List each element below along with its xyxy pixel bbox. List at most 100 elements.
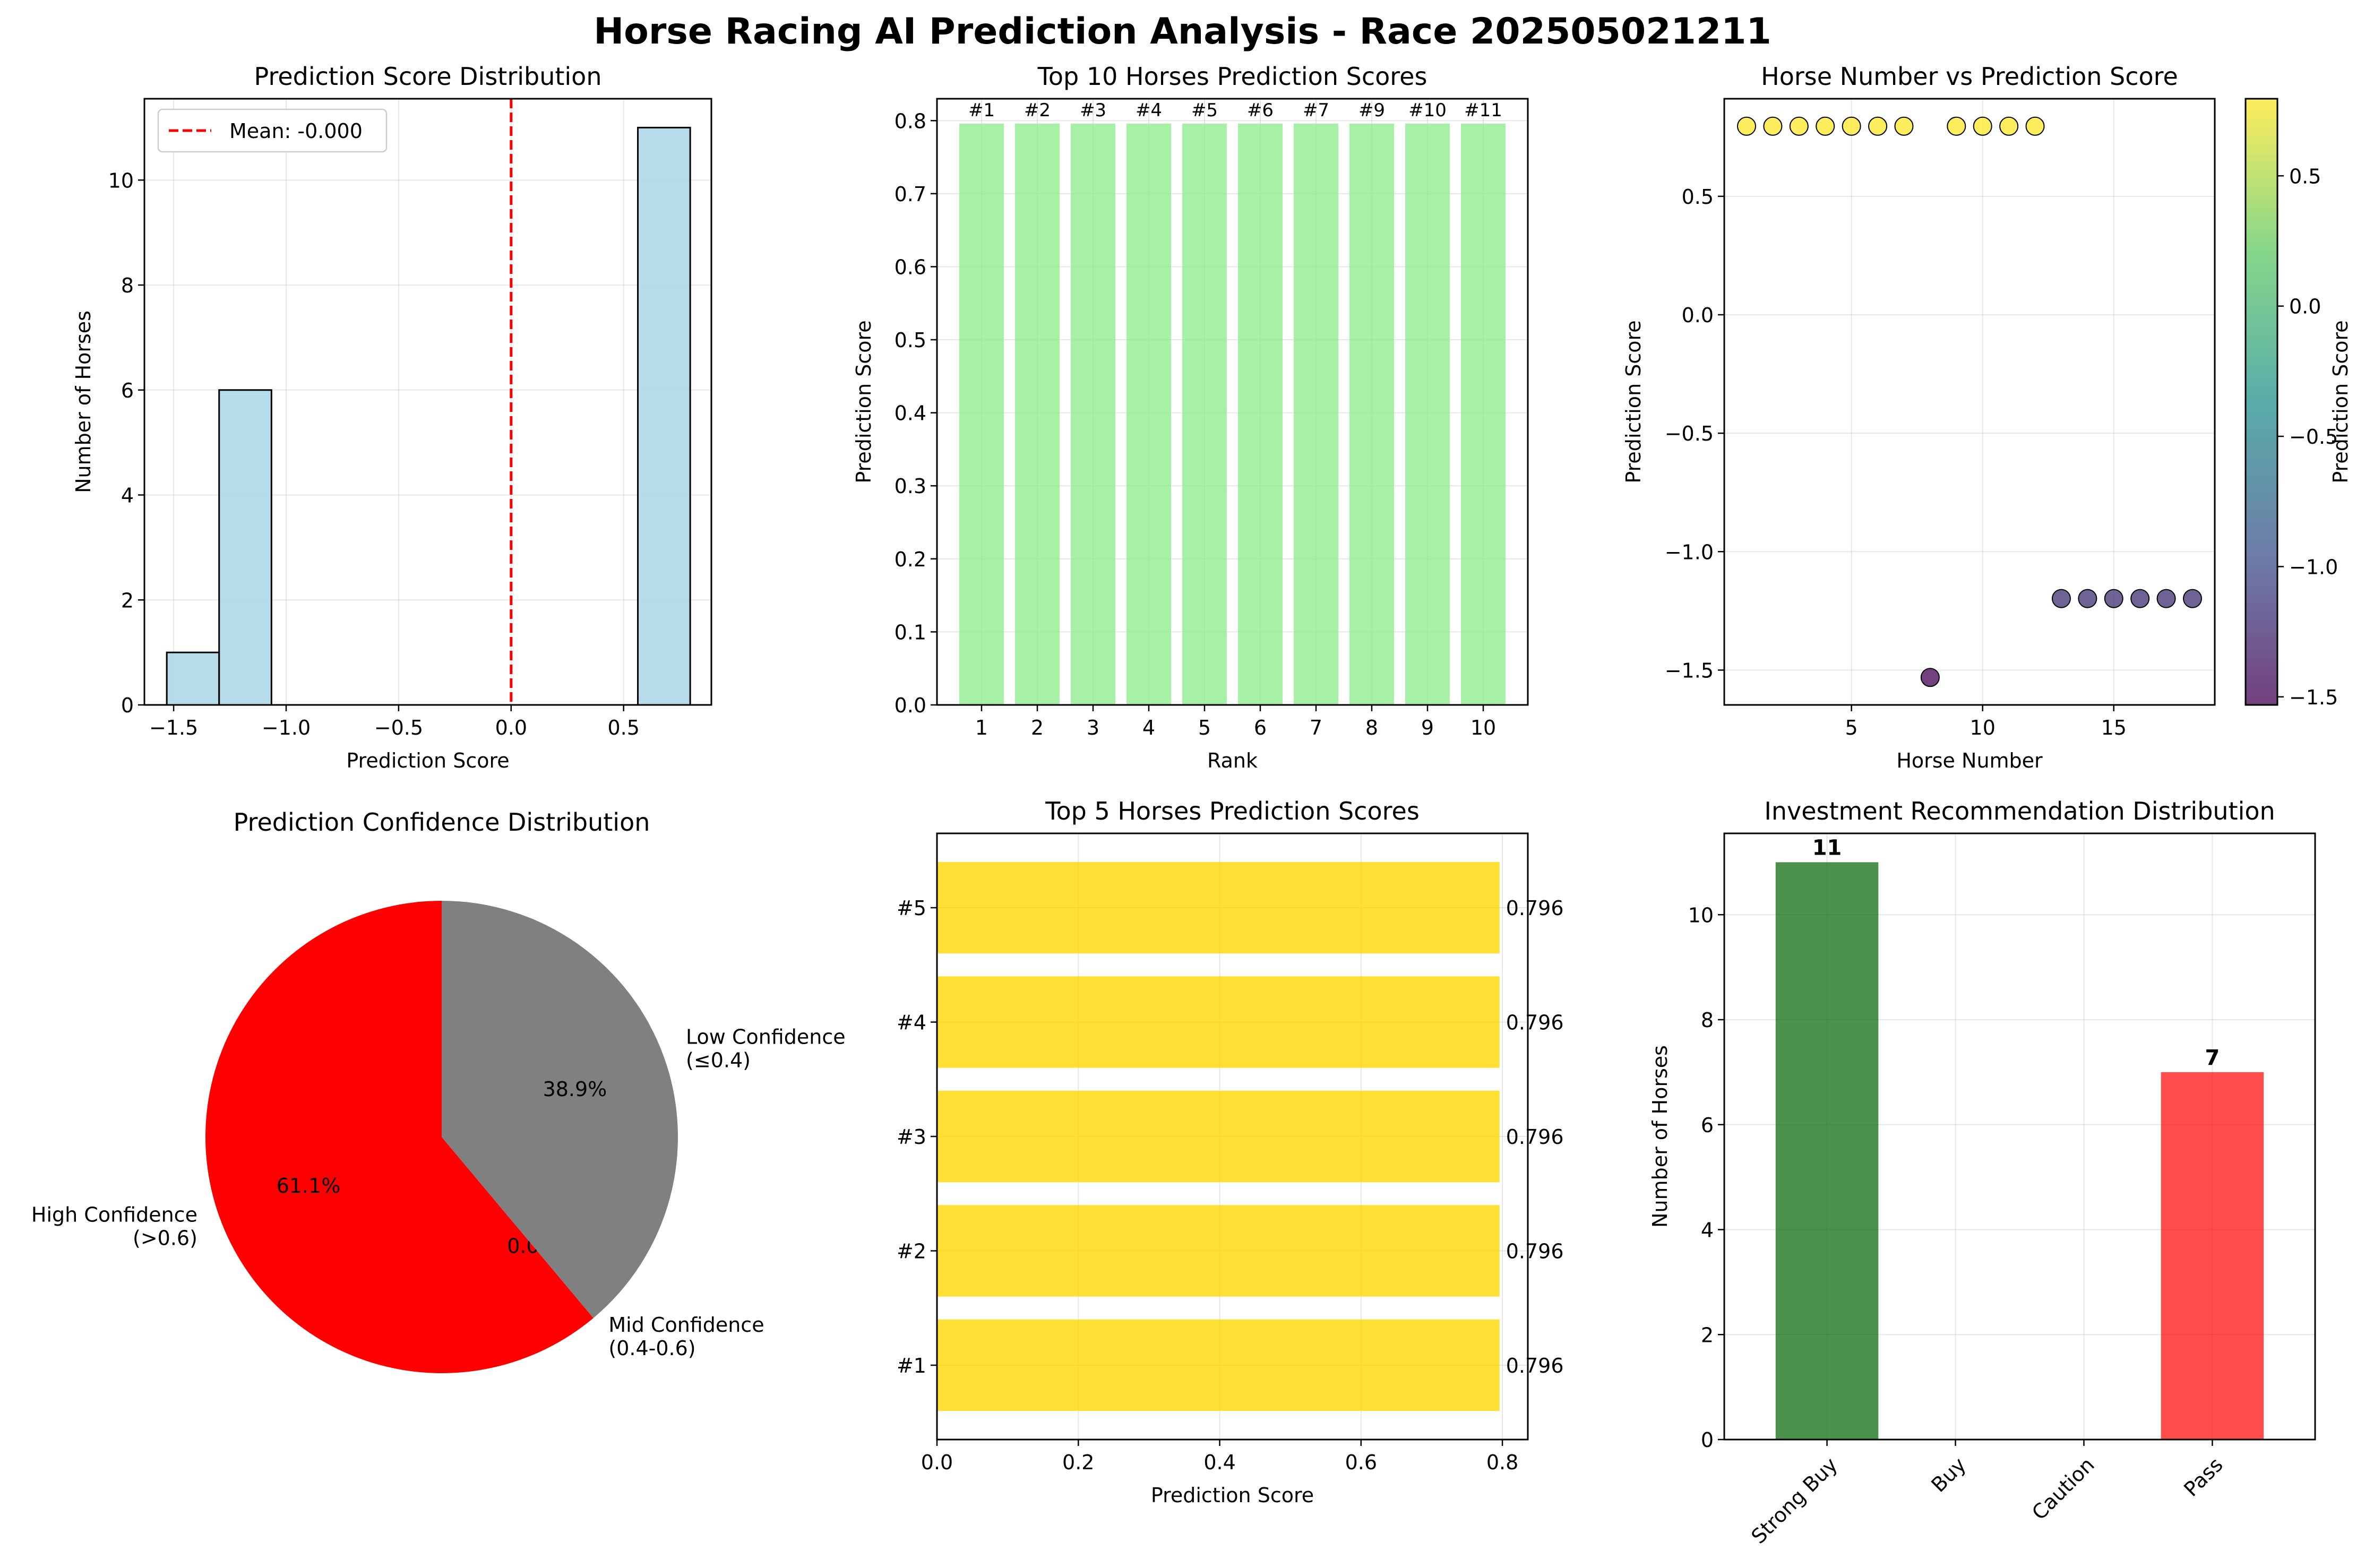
bar xyxy=(1775,862,1879,1440)
scatter-point xyxy=(1816,116,1835,136)
pie-label-line: High Confidence xyxy=(31,1203,197,1226)
bar-label: #10 xyxy=(1408,100,1447,121)
bar-label: #6 xyxy=(1247,100,1274,121)
y-tick-label: 10 xyxy=(108,169,134,192)
chart-title: Top 10 Horses Prediction Scores xyxy=(1037,62,1427,91)
bar xyxy=(1015,123,1060,705)
colorbar-bar xyxy=(2244,98,2278,706)
colorbar-tick-label: 0.0 xyxy=(2289,295,2321,318)
x-tick-label: 7 xyxy=(1310,716,1322,739)
y-axis-label: Prediction Score xyxy=(852,320,875,483)
histogram-bar xyxy=(166,651,220,706)
x-tick-label: 0.8 xyxy=(1486,1451,1518,1474)
colorbar-tick-label: −0.5 xyxy=(2289,425,2338,449)
x-tick-label: 0.2 xyxy=(1062,1451,1094,1474)
y-tick-label: −0.5 xyxy=(1665,422,1714,445)
x-tick-label: 0.6 xyxy=(1345,1451,1377,1474)
pie-slice xyxy=(442,901,678,1319)
hbar xyxy=(937,861,1500,954)
plot-frame xyxy=(936,832,1529,1441)
colorbar-tick-label: −1.0 xyxy=(2289,555,2338,579)
x-tick-label: −1.5 xyxy=(149,716,198,739)
bar xyxy=(1405,123,1450,705)
scatter-point xyxy=(2104,589,2123,608)
x-tick-label: 3 xyxy=(1087,716,1099,739)
bar-value-label: 11 xyxy=(1812,835,1842,860)
y-tick-label: 0.0 xyxy=(1682,304,1714,327)
pie-pct-label: 61.1% xyxy=(277,1174,341,1197)
x-tick-label: −1.0 xyxy=(262,716,311,739)
x-axis-label: Prediction Score xyxy=(1151,1484,1314,1507)
x-tick-label: 0.5 xyxy=(607,716,639,739)
y-axis-label: Number of Horses xyxy=(1648,1045,1672,1228)
y-tick-label: 0.6 xyxy=(895,255,926,279)
histogram-bar xyxy=(637,126,691,706)
y-tick-label: 0.7 xyxy=(895,183,926,206)
x-tick-label: Pass xyxy=(2179,1453,2228,1501)
bar-value-label: 0.796 xyxy=(1506,1239,1564,1263)
y-tick-label: 4 xyxy=(121,484,134,507)
scatter-chart: −1.5 −1.0 −0.5 0.0 0.5 5 10 15 Horse Number vs P… xyxy=(1622,62,2352,772)
plot-frame xyxy=(1723,98,2216,706)
bar xyxy=(1349,123,1394,705)
pie-label: Mid Confidence (0.4-0.6) xyxy=(608,1313,764,1360)
y-axis-label: Prediction Score xyxy=(1622,320,1645,483)
pie-chart: Prediction Confidence Distribution 61.1% H… xyxy=(31,808,846,1374)
pie-label: High Confidence (>0.6) xyxy=(31,1203,197,1250)
x-tick-label: 2 xyxy=(1031,716,1044,739)
x-tick-label: −0.5 xyxy=(374,716,423,739)
x-tick-label: 15 xyxy=(2101,716,2127,739)
plot-frame xyxy=(143,98,712,706)
y-tick-label: #5 xyxy=(897,897,926,920)
y-tick-label: 0.5 xyxy=(1682,185,1714,209)
legend-label: Mean: -0.000 xyxy=(229,119,363,143)
colorbar: −1.5 −1.0 −0.5 0.0 0.5 Prediction Score xyxy=(2244,98,2352,709)
scatter-point xyxy=(2183,589,2202,608)
bar-label: #11 xyxy=(1464,100,1502,121)
scatter-point xyxy=(1999,116,2019,136)
bar-value-label: 0.796 xyxy=(1506,897,1564,920)
y-tick-label: 0.2 xyxy=(895,548,926,571)
y-tick-label: 2 xyxy=(121,589,134,612)
bar xyxy=(959,123,1004,705)
x-tick-label: 5 xyxy=(1198,716,1211,739)
scatter-point xyxy=(1842,116,1861,136)
bar-value-label: 0.796 xyxy=(1506,1011,1564,1035)
y-tick-label: 0.1 xyxy=(895,621,926,644)
pie-slice xyxy=(205,901,594,1374)
bar xyxy=(1294,123,1338,705)
scatter-point xyxy=(2078,589,2097,608)
hbar xyxy=(937,976,1500,1068)
y-tick-label: 2 xyxy=(1701,1323,1714,1347)
scatter-point xyxy=(1763,116,1783,136)
pie-label-line: Low Confidence xyxy=(686,1026,846,1049)
figure-title: Horse Racing AI Prediction Analysis - Ra… xyxy=(594,11,1771,53)
investment-bar-chart: 0 2 4 6 8 10 11 Strong Buy Buy Caution 7 Pass Invest… xyxy=(1648,797,2316,1548)
plot-frame xyxy=(1723,832,2316,1441)
y-tick-label: −1.5 xyxy=(1665,659,1714,682)
bar xyxy=(1182,123,1227,705)
histogram-bar xyxy=(218,389,272,706)
pie-label: Low Confidence (≤0.4) xyxy=(686,1026,846,1072)
scatter-point xyxy=(1737,116,1756,136)
bar xyxy=(1461,123,1506,705)
y-tick-label: 4 xyxy=(1701,1219,1714,1242)
top10-bar-chart: 0.0 0.1 0.2 0.3 0.4 0.5 0.6 0.7 0.8 1 #1 2 #2 3 #3 4 #4 5… xyxy=(852,62,1529,772)
bar-value-label: 0.796 xyxy=(1506,1354,1564,1377)
y-tick-label: 6 xyxy=(1701,1114,1714,1137)
bar-label: #5 xyxy=(1191,100,1218,121)
scatter-point xyxy=(2025,116,2045,136)
x-tick-label: 1 xyxy=(975,716,988,739)
x-tick-label: 5 xyxy=(1845,716,1858,739)
y-tick-label: 10 xyxy=(1688,903,1714,927)
pie-label-line: Mid Confidence xyxy=(608,1313,764,1337)
y-tick-label: 0 xyxy=(1701,1428,1714,1452)
y-tick-label: 0.4 xyxy=(895,402,926,425)
scatter-point xyxy=(1894,116,1914,136)
plot-frame xyxy=(936,98,1529,706)
x-axis-label: Prediction Score xyxy=(346,749,509,772)
x-axis-label: Horse Number xyxy=(1896,749,2043,772)
x-tick-label: 0.0 xyxy=(495,716,527,739)
y-tick-label: 8 xyxy=(121,274,134,297)
